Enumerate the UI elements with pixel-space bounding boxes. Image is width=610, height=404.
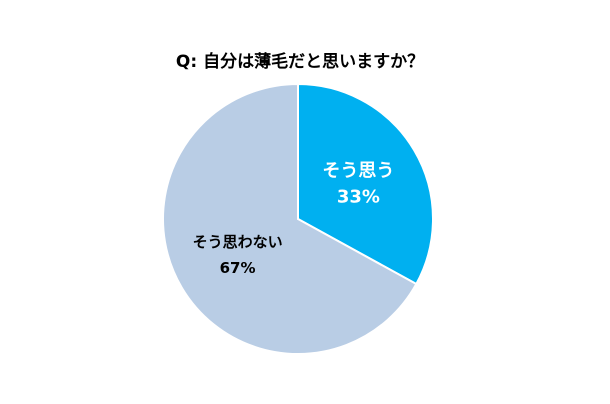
slice-value-label: 67% bbox=[220, 259, 256, 277]
slice-label: そう思う bbox=[322, 160, 394, 181]
pie-slice bbox=[297, 82, 434, 286]
pie-slice bbox=[162, 82, 418, 355]
slice-value-label: 33% bbox=[337, 186, 380, 207]
slice-label: そう思わない bbox=[193, 233, 283, 251]
chart-title: Q: 自分は薄毛だと思いますか？ bbox=[176, 51, 424, 72]
